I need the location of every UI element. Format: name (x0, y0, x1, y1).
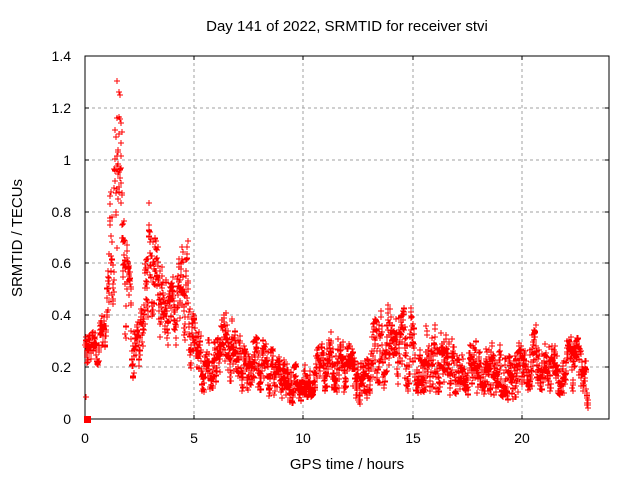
x-tick-label-20: 20 (514, 430, 530, 446)
x-tick-label-15: 15 (405, 430, 421, 446)
y-axis-label: SRMTID / TECUs (9, 179, 26, 297)
x-tick-labels: 0 5 10 15 20 (81, 430, 530, 446)
origin-cluster-marker (84, 416, 91, 423)
y-tick-label-1.2: 1.2 (52, 100, 72, 116)
x-axis-label: GPS time / hours (290, 456, 404, 473)
y-tick-label-1: 1 (63, 152, 71, 168)
x-tick-label-0: 0 (81, 430, 89, 446)
y-tick-label-0.8: 0.8 (52, 204, 72, 220)
y-tick-label-0: 0 (63, 411, 71, 427)
y-tick-label-0.2: 0.2 (52, 359, 72, 375)
y-tick-label-0.6: 0.6 (52, 255, 72, 271)
y-tick-label-0.4: 0.4 (52, 307, 72, 323)
plot-border (84, 55, 610, 420)
x-tick-label-10: 10 (295, 430, 311, 446)
x-tick-label-5: 5 (190, 430, 198, 446)
y-tick-label-1.4: 1.4 (52, 48, 72, 64)
chart-title: Day 141 of 2022, SRMTID for receiver stv… (206, 18, 488, 35)
data-points (82, 78, 591, 411)
y-tick-labels: 0 0.2 0.4 0.6 0.8 1 1.2 1.4 (52, 48, 72, 427)
